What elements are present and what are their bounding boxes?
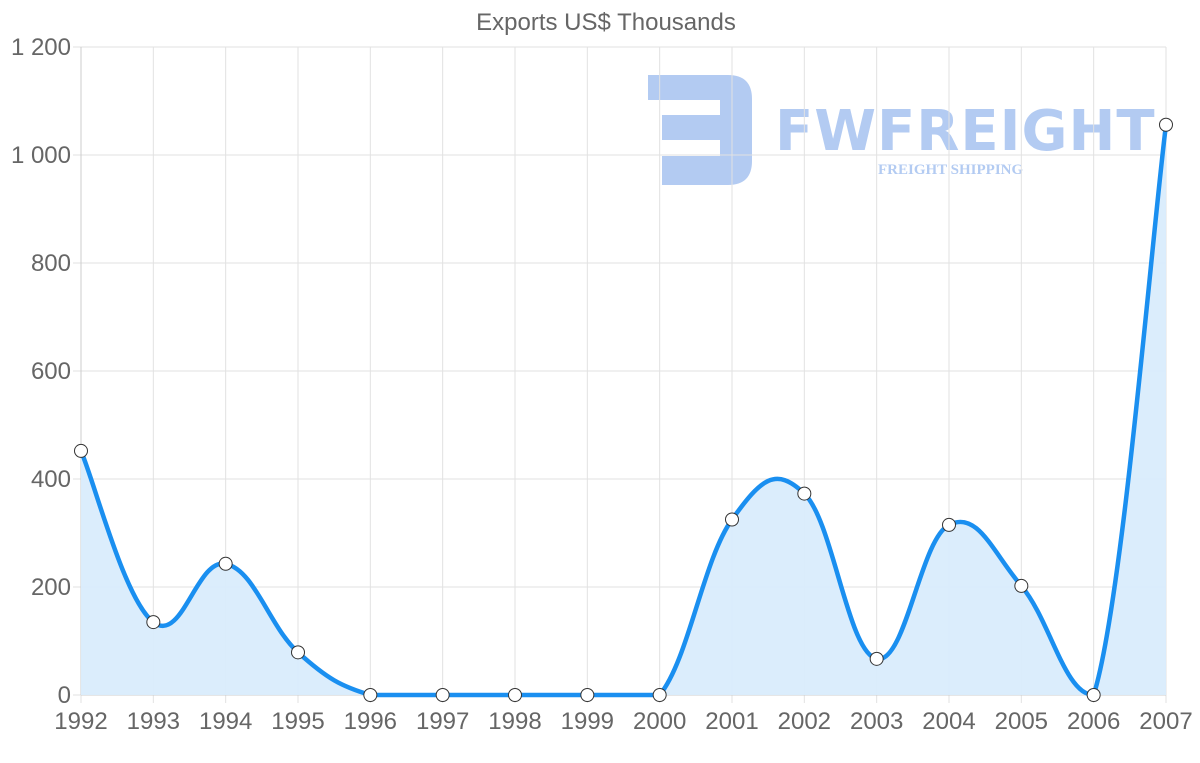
- x-tick-label: 1996: [344, 708, 397, 735]
- data-line: [78, 122, 1169, 698]
- data-point-2001[interactable]: 2001: 325: [725, 512, 739, 527]
- data-point-2002[interactable]: 2002: 373: [797, 486, 812, 501]
- x-tick-label: 2000: [633, 708, 686, 735]
- y-tick-label: 200: [31, 574, 71, 601]
- x-tick-label: 1997: [416, 708, 469, 735]
- data-point-1992[interactable]: 1992: 452: [74, 443, 88, 458]
- x-tick-label: 1999: [561, 708, 614, 735]
- x-tick-label: 2007: [1139, 708, 1192, 735]
- x-tick-label: 1992: [54, 708, 107, 735]
- y-tick-label: 800: [31, 250, 71, 277]
- data-point-1996[interactable]: 1996: 0: [363, 688, 378, 702]
- fwfreight-logo-icon: [648, 75, 752, 185]
- data-point-1994[interactable]: 1994: 243: [218, 556, 233, 571]
- watermark-tagline: FREIGHT SHIPPING: [878, 162, 1023, 178]
- y-tick-label: 600: [31, 358, 71, 385]
- y-tick-label: 1 000: [11, 142, 71, 169]
- x-tick-label: 2005: [995, 708, 1048, 735]
- fwfreight-watermark: FWFREIGHT FREIGHT SHIPPING: [648, 75, 1156, 185]
- y-tick-label: 0: [58, 682, 71, 709]
- data-point-1995[interactable]: 1995: 79: [291, 645, 305, 660]
- series-line: [78, 122, 1169, 698]
- y-tick-label: 400: [31, 466, 71, 493]
- data-point-2000[interactable]: 2000: 0: [652, 688, 667, 702]
- x-tick-label: 2003: [850, 708, 903, 735]
- data-point-2003[interactable]: 2003: 67: [869, 651, 884, 666]
- y-tick-label: 1 200: [11, 34, 71, 61]
- data-point-2006[interactable]: 2006: 0: [1086, 688, 1101, 702]
- x-tick-label: 1998: [488, 708, 541, 735]
- watermark-brand: FWFREIGHT: [775, 99, 1156, 164]
- x-tick-label: 2002: [778, 708, 831, 735]
- x-tick-label: 1995: [271, 708, 324, 735]
- x-tick-label: 2001: [705, 708, 758, 735]
- chart-title: Exports US$ Thousands: [476, 9, 736, 36]
- data-point-1997[interactable]: 1997: 0: [435, 688, 450, 702]
- x-tick-label: 1994: [199, 708, 252, 735]
- x-tick-label: 2004: [922, 708, 975, 735]
- y-axis-ticks: 0 200 400 600 800 1 000 1 200: [11, 34, 71, 709]
- data-points: 1992: 452 1993: 135 1994: 243 1995: 79 1996:…: [74, 117, 1173, 702]
- data-point-1999[interactable]: 1999: 0: [580, 688, 595, 702]
- area-fill: [81, 124, 1166, 695]
- x-axis-ticks: 1992 1993 1994 1995 1996 1997 1998 1999 2000 2001…: [54, 708, 1192, 735]
- area-fill-path: [81, 124, 1166, 695]
- data-point-2007[interactable]: 2007: 1056: [1159, 117, 1173, 132]
- data-point-1993[interactable]: 1993: 135: [146, 615, 161, 630]
- data-point-2005[interactable]: 2005: 202: [1014, 578, 1029, 593]
- data-point-1998[interactable]: 1998: 0: [508, 688, 522, 702]
- data-point-2004[interactable]: 2004: 315: [942, 517, 956, 532]
- x-tick-label: 1993: [127, 708, 180, 735]
- x-tick-label: 2006: [1067, 708, 1120, 735]
